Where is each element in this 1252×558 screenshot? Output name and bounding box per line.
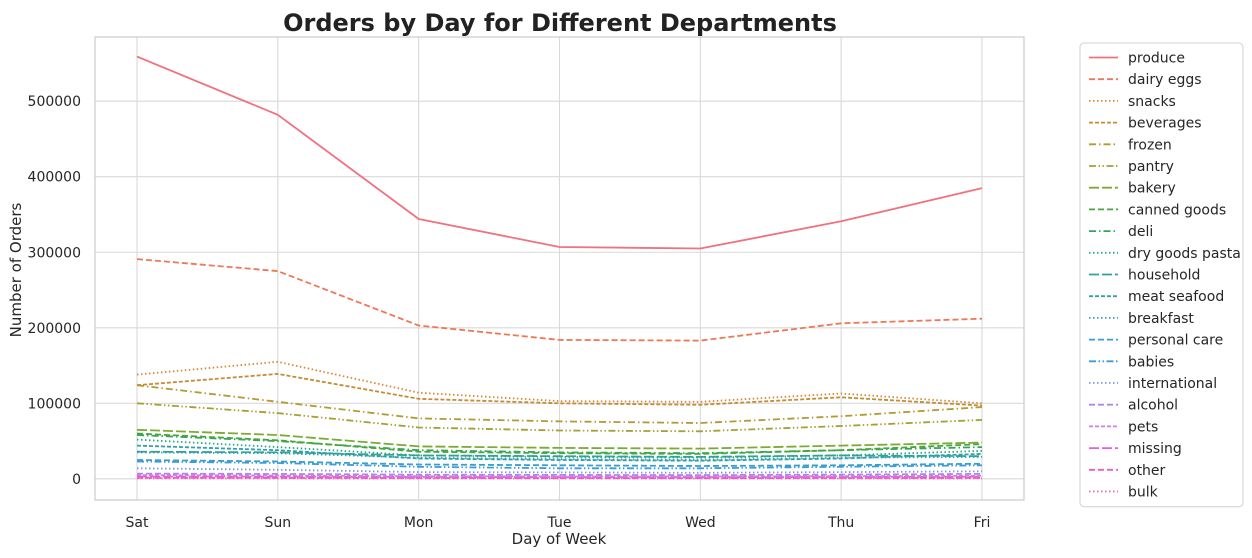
y-tick-label: 400000 xyxy=(28,170,81,186)
series-line-personal-care xyxy=(136,459,983,467)
series-line-canned-goods xyxy=(136,432,983,455)
legend-label: pets xyxy=(1128,419,1158,435)
series-line-pets xyxy=(136,474,983,478)
y-tick-label: 100000 xyxy=(28,396,81,412)
legend-label: deli xyxy=(1128,224,1153,240)
series-line-international xyxy=(136,467,983,474)
legend-label: alcohol xyxy=(1128,398,1178,414)
y-ticks: 0 100000 200000 300000 400000 500000 xyxy=(28,94,81,488)
series-line-meat-seafood xyxy=(136,444,983,462)
x-tick-label: Wed xyxy=(685,515,716,531)
legend-label: canned goods xyxy=(1128,202,1226,218)
grid xyxy=(95,37,1024,500)
legend-label: pantry xyxy=(1128,159,1174,175)
legend-label: breakfast xyxy=(1128,311,1194,327)
y-tick-label: 300000 xyxy=(28,245,81,261)
series-group xyxy=(136,55,983,480)
legend-label: bulk xyxy=(1128,485,1159,501)
x-tick-label: Sun xyxy=(265,515,292,531)
series-line-dry-goods-pasta xyxy=(136,438,983,459)
legend-label: missing xyxy=(1128,441,1182,457)
series-line-snacks xyxy=(136,360,983,405)
x-axis-label: Day of Week xyxy=(512,530,607,548)
series-line-pantry xyxy=(136,402,983,433)
legend-label: other xyxy=(1128,463,1166,479)
x-ticks: Sat Sun Mon Tue Wed Thu Fri xyxy=(126,515,991,531)
x-tick-label: Tue xyxy=(547,515,572,531)
legend-label: international xyxy=(1128,376,1217,392)
x-tick-label: Sat xyxy=(126,515,149,531)
series-line-alcohol xyxy=(136,472,983,477)
plot-frame xyxy=(94,36,1025,501)
y-tick-label: 500000 xyxy=(28,94,81,110)
legend-label: household xyxy=(1128,268,1200,284)
legend-label: bakery xyxy=(1128,181,1176,197)
legend-box xyxy=(1079,42,1244,508)
legend-label: produce xyxy=(1128,51,1185,67)
legend-label: snacks xyxy=(1128,94,1176,110)
y-tick-label: 200000 xyxy=(28,321,81,337)
legend-label: personal care xyxy=(1128,333,1223,349)
x-tick-label: Fri xyxy=(974,515,991,531)
x-tick-label: Mon xyxy=(404,515,434,531)
legend-label: dry goods pasta xyxy=(1128,246,1241,262)
series-line-beverages xyxy=(136,372,983,407)
legend-label: meat seafood xyxy=(1128,289,1224,305)
y-axis-label: Number of Orders xyxy=(7,202,25,337)
legend: produce dairy eggs snacks beverages frozen pa… xyxy=(1079,42,1244,508)
series-line-produce xyxy=(136,55,983,250)
chart-title: Orders by Day for Different Departments xyxy=(283,9,837,37)
series-line-frozen xyxy=(136,384,983,424)
series-line-bakery xyxy=(136,428,983,450)
y-tick-label: 0 xyxy=(72,472,81,488)
legend-label: babies xyxy=(1128,354,1174,370)
legend-label: frozen xyxy=(1128,137,1172,153)
series-line-babies xyxy=(136,460,983,470)
series-line-dairy-eggs xyxy=(136,258,983,342)
x-tick-label: Thu xyxy=(827,515,854,531)
legend-label: beverages xyxy=(1128,116,1202,132)
legend-label: dairy eggs xyxy=(1128,72,1202,88)
